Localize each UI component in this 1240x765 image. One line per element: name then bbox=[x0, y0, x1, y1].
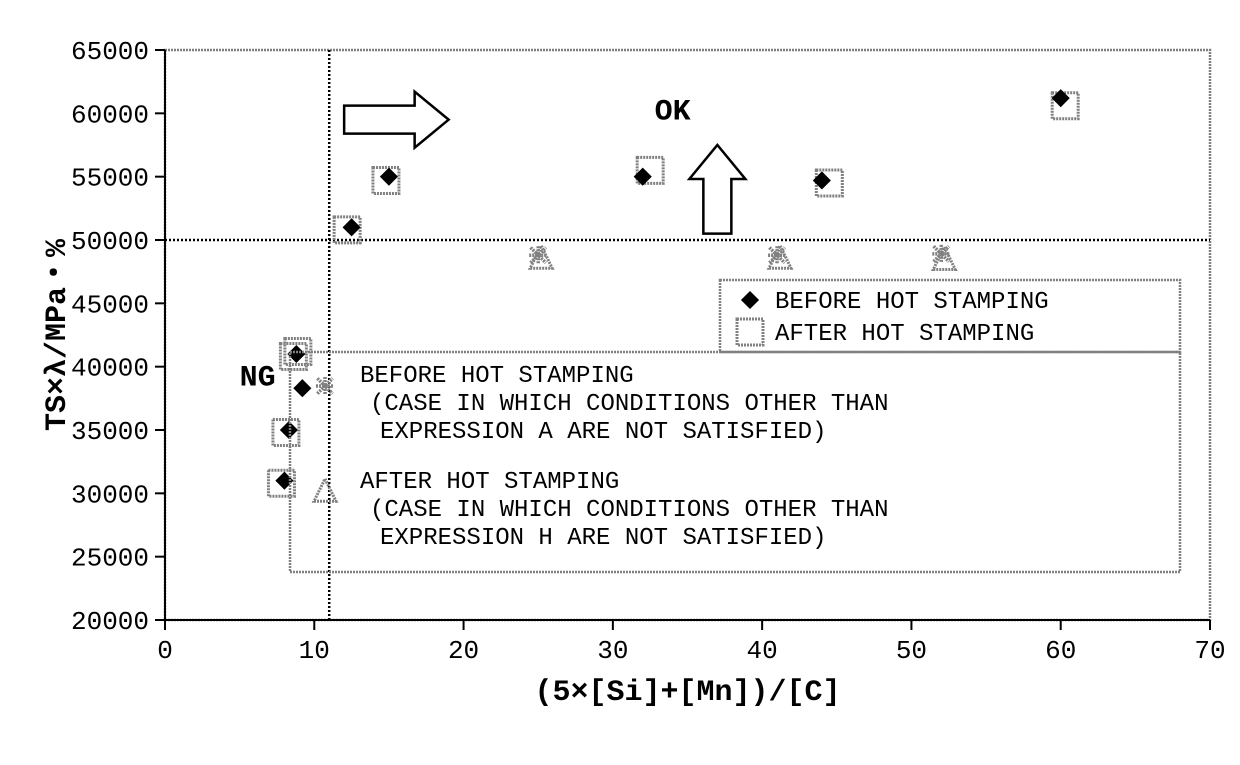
svg-text:55000: 55000 bbox=[71, 164, 149, 194]
svg-text:0: 0 bbox=[157, 636, 173, 666]
svg-text:60000: 60000 bbox=[71, 100, 149, 130]
svg-text:20: 20 bbox=[448, 636, 479, 666]
chart-container: 0 10 20 30 40 50 60 70 20000 25000 30000 35000 40000… bbox=[20, 20, 1240, 745]
y-axis-title: TS×λ/MPa・% bbox=[41, 238, 75, 431]
svg-text:60: 60 bbox=[1045, 636, 1076, 666]
svg-text:70: 70 bbox=[1194, 636, 1225, 666]
svg-text:30: 30 bbox=[597, 636, 628, 666]
svg-text:BEFORE HOT STAMPING: BEFORE HOT STAMPING bbox=[775, 289, 1049, 316]
svg-text:30000: 30000 bbox=[71, 480, 149, 510]
svg-text:20000: 20000 bbox=[71, 607, 149, 637]
svg-text:40000: 40000 bbox=[71, 354, 149, 384]
svg-text:(CASE IN WHICH CONDITIONS OTHE: (CASE IN WHICH CONDITIONS OTHER THAN bbox=[370, 497, 888, 524]
svg-text:EXPRESSION H ARE NOT SATISFIED: EXPRESSION H ARE NOT SATISFIED) bbox=[380, 525, 826, 552]
svg-text:35000: 35000 bbox=[71, 417, 149, 447]
svg-text:BEFORE HOT STAMPING: BEFORE HOT STAMPING bbox=[360, 363, 634, 390]
svg-text:10: 10 bbox=[299, 636, 330, 666]
svg-text:AFTER HOT STAMPING: AFTER HOT STAMPING bbox=[360, 469, 619, 496]
svg-text:AFTER HOT STAMPING: AFTER HOT STAMPING bbox=[775, 321, 1034, 348]
svg-text:(CASE IN WHICH CONDITIONS OTHE: (CASE IN WHICH CONDITIONS OTHER THAN bbox=[370, 391, 888, 418]
svg-text:50000: 50000 bbox=[71, 227, 149, 257]
label-ok: OK bbox=[655, 96, 691, 130]
svg-text:65000: 65000 bbox=[71, 37, 149, 67]
svg-text:50: 50 bbox=[896, 636, 927, 666]
scatter-chart: 0 10 20 30 40 50 60 70 20000 25000 30000 35000 40000… bbox=[20, 20, 1240, 745]
label-ng: NG bbox=[240, 362, 276, 396]
svg-text:25000: 25000 bbox=[71, 544, 149, 574]
svg-text:EXPRESSION A ARE NOT SATISFIED: EXPRESSION A ARE NOT SATISFIED) bbox=[380, 419, 826, 446]
svg-text:40: 40 bbox=[747, 636, 778, 666]
x-axis-title: (5×[Si]+[Mn])/[C] bbox=[534, 676, 840, 710]
svg-text:45000: 45000 bbox=[71, 290, 149, 320]
